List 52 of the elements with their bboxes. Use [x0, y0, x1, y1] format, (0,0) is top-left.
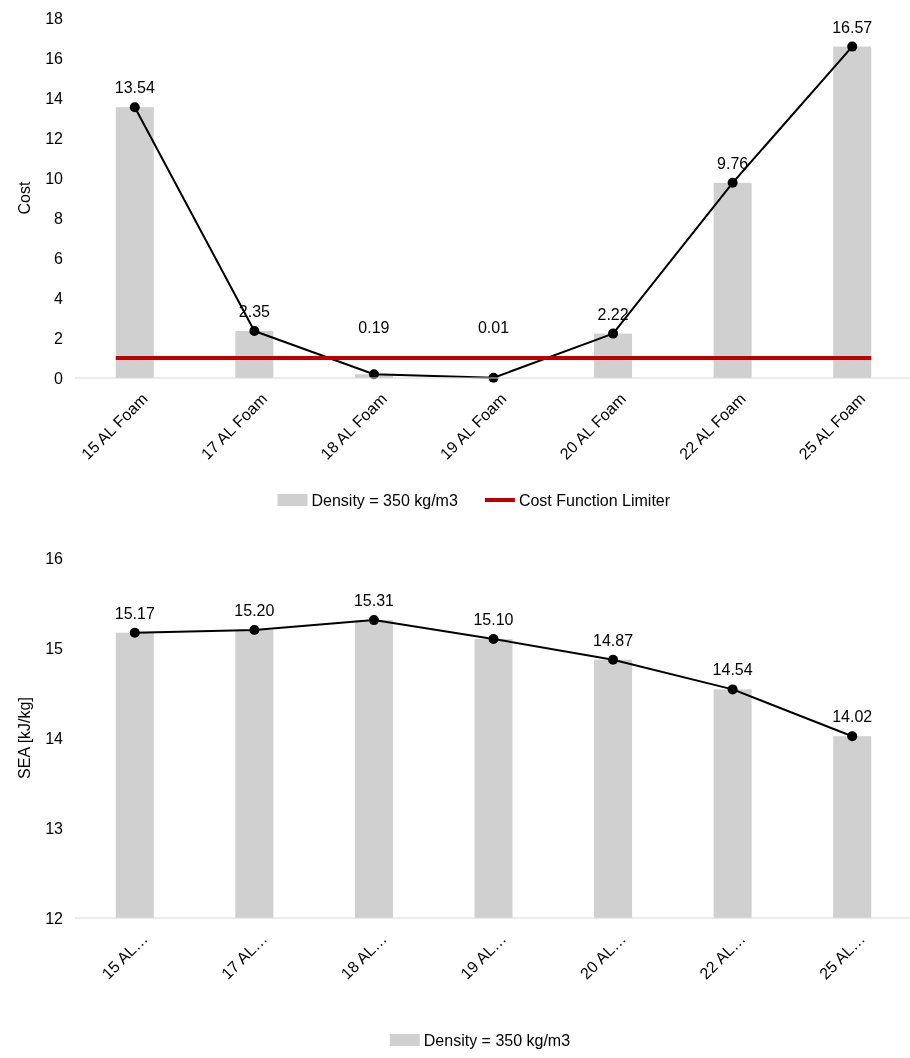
x-tick-label: 15 AL… [98, 930, 151, 983]
point [847, 41, 858, 52]
data-label: 14.02 [832, 708, 873, 726]
y-tick-label: 2 [54, 329, 64, 347]
x-tick-label: 22 AL… [696, 930, 749, 983]
y-tick-label: 10 [45, 169, 64, 187]
data-label: 15.20 [234, 602, 275, 619]
y-tick-label: 18 [45, 9, 64, 27]
y-axis-title: Cost [16, 181, 33, 215]
point [608, 328, 619, 339]
y-tick-label: 12 [45, 129, 64, 147]
y-axis-title: SEA [kJ/kg] [16, 697, 33, 779]
data-label: 15.31 [353, 592, 395, 610]
point [608, 654, 619, 665]
x-tick-label: 25 AL… [815, 930, 869, 983]
y-tick-label: 16 [45, 549, 64, 567]
data-label: 16.57 [832, 18, 873, 36]
y-tick-label: 6 [54, 249, 64, 267]
data-label: 15.17 [114, 604, 155, 622]
data-label: 14.87 [593, 631, 634, 649]
y-tick-label: 0 [54, 369, 64, 387]
y-tick-label: 4 [54, 289, 64, 307]
data-label: 15.10 [473, 611, 514, 628]
y-tick-label: 16 [45, 49, 64, 67]
legend-label: Density = 350 kg/m3 [311, 491, 458, 509]
point [249, 326, 260, 336]
data-label: 13.54 [114, 79, 155, 97]
point [727, 177, 738, 188]
y-tick-label: 12 [45, 909, 64, 927]
point [129, 627, 140, 638]
legend-label: Cost Function Limiter [518, 491, 671, 509]
legend-label: Density = 350 kg/m3 [423, 1031, 571, 1049]
y-tick-label: 14 [45, 89, 64, 107]
point [847, 731, 858, 742]
data-label: 0.01 [477, 319, 510, 336]
x-tick-label: 18 AL… [337, 930, 390, 983]
point [368, 615, 379, 626]
data-label: 0.19 [358, 319, 390, 336]
data-label: 2.22 [597, 305, 629, 323]
point [727, 684, 738, 695]
point [129, 102, 140, 113]
y-tick-label: 15 [45, 639, 64, 657]
x-tick-label: 19 AL… [457, 930, 510, 983]
data-label: 14.54 [712, 661, 753, 679]
point [249, 625, 260, 635]
y-tick-label: 8 [54, 209, 64, 227]
point [488, 634, 499, 644]
y-tick-label: 13 [45, 819, 64, 837]
y-tick-label: 14 [45, 729, 64, 747]
data-label: 9.76 [717, 154, 749, 172]
x-tick-label: 20 AL… [576, 930, 630, 983]
x-tick-label: 17 AL… [218, 930, 271, 983]
